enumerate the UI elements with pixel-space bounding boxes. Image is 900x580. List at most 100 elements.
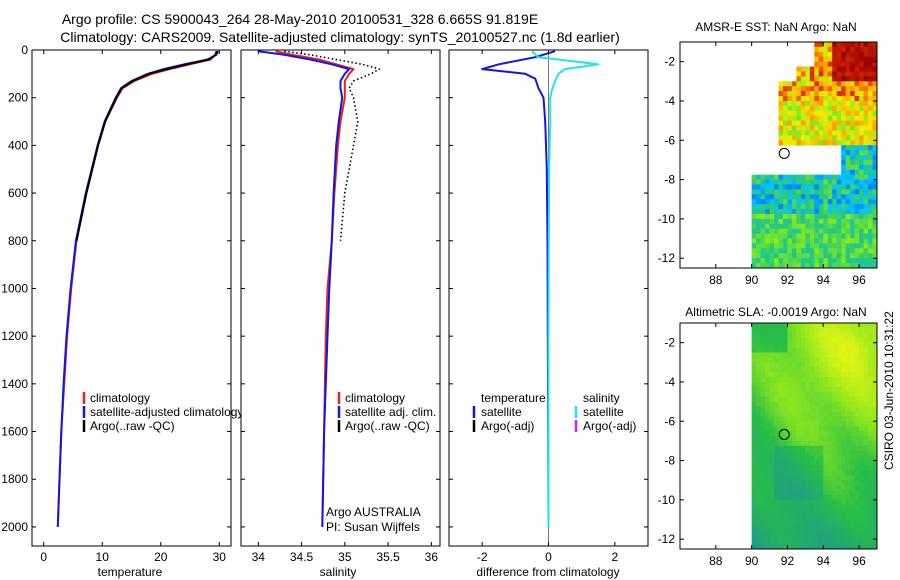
sst-cell <box>854 46 860 53</box>
sla-cell <box>827 465 833 471</box>
sst-cell <box>832 105 838 112</box>
sla-cell <box>868 440 873 447</box>
sla-cell <box>756 431 761 437</box>
sla-cell <box>814 401 820 407</box>
sst-cell <box>778 258 784 264</box>
sla-cell <box>751 372 757 378</box>
sla-cell <box>823 440 829 447</box>
sst-cell <box>765 233 770 239</box>
sla-cell <box>796 524 802 530</box>
sst-cell <box>814 204 820 210</box>
sla-cell <box>832 514 838 520</box>
sla-cell <box>841 440 847 447</box>
sst-cell <box>832 61 838 67</box>
sst-cell <box>859 150 864 156</box>
sla-cell <box>778 401 784 407</box>
sst-cell <box>778 248 784 254</box>
sla-cell <box>827 529 833 535</box>
sst-cell <box>868 209 873 215</box>
sst-cell <box>823 179 829 185</box>
sla-cell <box>800 426 806 432</box>
sst-cell <box>859 46 864 53</box>
sla-cell <box>796 485 802 491</box>
sst-cell <box>868 164 873 171</box>
sst-cell <box>791 263 797 268</box>
sst-cell <box>818 184 824 190</box>
sla-cell <box>868 396 873 403</box>
salinity-chart: 34 34.5 35 35.5 36 salinity climatology sate… <box>240 49 441 579</box>
sst-cell <box>854 253 860 259</box>
sla-cell <box>809 524 815 530</box>
sst-cell <box>850 120 856 126</box>
sst-cell <box>814 105 820 112</box>
sst-cell <box>859 51 864 58</box>
sla-cell <box>854 342 860 348</box>
sla-cell <box>778 347 784 353</box>
sst-cell <box>827 184 833 190</box>
sst-cell <box>863 164 869 171</box>
sla-cell <box>854 332 860 339</box>
sst-map: AMSR-E SST: NaN Argo: NaN 88 90 92 94 96-2-4… <box>658 20 878 287</box>
sla-cell <box>769 450 775 457</box>
sst-cell <box>778 194 784 200</box>
sla-cell <box>845 499 851 506</box>
sst-cell <box>791 81 797 87</box>
sst-cell <box>782 253 788 259</box>
sst-cell <box>765 194 770 200</box>
sla-cell <box>863 377 869 383</box>
sla-cell <box>850 426 856 432</box>
sst-cell <box>823 238 829 244</box>
sla-cell <box>818 347 824 353</box>
sla-cell <box>850 391 856 398</box>
sla-cell <box>782 514 788 520</box>
sla-cell <box>782 490 788 496</box>
sst-cell <box>832 96 838 102</box>
sst-cell <box>836 238 842 244</box>
sla-cell <box>868 377 873 383</box>
sla-cell <box>805 386 811 393</box>
sst-cell <box>868 115 873 122</box>
sla-cell <box>827 544 833 549</box>
sla-cell <box>765 332 770 339</box>
sst-cell <box>778 96 784 102</box>
sla-cell <box>778 465 784 471</box>
sla-cell <box>765 347 770 353</box>
sla-cell <box>774 436 779 442</box>
sst-cell <box>809 253 815 259</box>
sla-cell <box>859 485 864 491</box>
sst-cell <box>854 105 860 112</box>
sst-cell <box>854 174 860 180</box>
sst-cell <box>832 140 838 146</box>
sla-cell <box>854 391 860 398</box>
sst-cell <box>841 179 847 185</box>
sst-cell <box>872 135 877 141</box>
sla-cell <box>751 357 757 363</box>
sla-cell <box>782 465 788 471</box>
sst-cell <box>850 169 856 176</box>
sla-cell <box>805 396 811 403</box>
sst-cell <box>845 140 851 146</box>
sst-map-axis: 88 90 92 94 96-2-4-6-8-10-12 <box>658 42 877 287</box>
sla-cell <box>854 509 860 516</box>
sst-cell <box>827 209 833 215</box>
sla-cell <box>809 352 815 358</box>
sla-cell <box>787 323 793 329</box>
sla-cell <box>818 445 824 452</box>
sla-cell <box>872 504 877 511</box>
temperature-series <box>56 50 220 527</box>
sst-cell <box>850 258 856 264</box>
sla-cell <box>868 465 873 471</box>
sst-cell <box>872 199 877 205</box>
sst-cell <box>787 135 793 141</box>
sst-cell <box>814 76 820 82</box>
sst-cell <box>756 174 761 180</box>
sla-cell <box>774 342 779 348</box>
sst-cell <box>868 96 873 102</box>
series-salinity-salinity_satellite <box>531 50 600 527</box>
sst-cell <box>809 76 815 82</box>
sst-cell <box>814 209 820 215</box>
sst-cell <box>760 204 766 210</box>
sst-cell <box>859 253 864 259</box>
difference-legend: temperature salinity satellite Argo(-adj… <box>472 391 636 433</box>
sst-cell <box>845 61 851 67</box>
